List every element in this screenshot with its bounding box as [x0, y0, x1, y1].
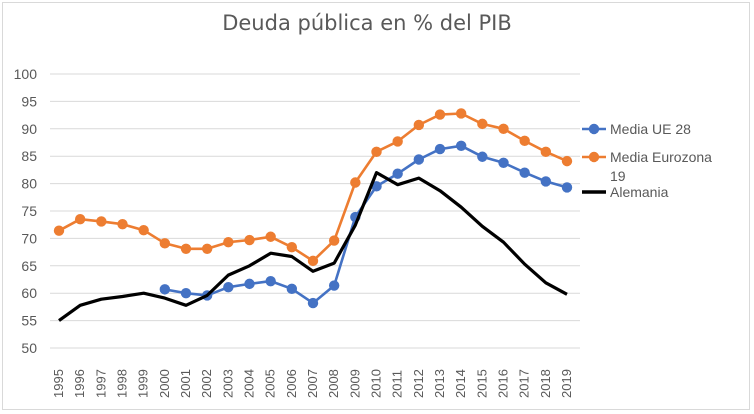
- x-tick-label: 2009: [347, 369, 362, 398]
- x-tick-label: 2005: [263, 369, 278, 398]
- y-tick-label: 85: [21, 148, 37, 164]
- series-3: [58, 171, 568, 322]
- x-tick-label: 2012: [411, 369, 426, 398]
- data-point: [180, 288, 192, 299]
- data-point: [519, 135, 530, 147]
- data-point: [74, 214, 86, 225]
- data-point: [455, 108, 467, 119]
- data-point: [286, 283, 298, 295]
- data-point: [138, 224, 149, 236]
- y-tick-label: 60: [21, 285, 37, 301]
- data-point: [223, 281, 234, 293]
- y-tick-label: 100: [14, 66, 38, 82]
- y-tick-label: 50: [21, 340, 37, 356]
- data-point: [540, 146, 552, 158]
- data-point: [286, 241, 298, 253]
- chart-frame: [2, 2, 750, 410]
- data-point: [455, 140, 467, 151]
- x-tick-label: 2015: [474, 369, 489, 398]
- data-point: [328, 235, 340, 246]
- data-point: [371, 181, 382, 192]
- data-point: [201, 243, 213, 255]
- series-1: [159, 140, 573, 309]
- x-tick-label: 2013: [432, 369, 447, 398]
- chart-title: Deuda pública en % del PIB: [222, 11, 512, 35]
- series-2: [53, 108, 573, 267]
- data-point: [477, 151, 488, 162]
- data-point: [561, 182, 573, 193]
- data-point: [477, 118, 488, 130]
- y-tick-label: 70: [21, 230, 37, 246]
- x-tick-label: 2016: [496, 369, 511, 398]
- x-tick-label: 1996: [72, 369, 87, 398]
- y-tick-label: 80: [21, 176, 37, 192]
- data-point: [434, 143, 446, 155]
- y-axis-ticks: 50 55 60 65 70 75 80 85 90 95 100: [14, 66, 38, 356]
- data-point: [392, 168, 403, 179]
- data-point: [159, 284, 171, 295]
- data-point: [498, 157, 509, 168]
- data-point: [244, 234, 255, 246]
- data-point: [159, 238, 171, 249]
- legend-entry-2: Media Eurozona 19: [582, 149, 712, 184]
- data-point: [307, 297, 319, 309]
- data-point: [392, 136, 403, 147]
- legend-swatch-marker: [588, 123, 600, 135]
- gridlines: [50, 73, 580, 349]
- legend-entry-3: Alemania: [582, 184, 669, 200]
- data-point: [413, 119, 425, 131]
- x-tick-label: 1995: [51, 369, 66, 398]
- x-tick-label: 2001: [178, 369, 193, 398]
- x-tick-label: 2007: [305, 369, 320, 398]
- data-point: [180, 243, 192, 255]
- data-point: [53, 225, 65, 236]
- legend-entry-1: Media UE 28: [582, 121, 691, 137]
- data-point: [413, 154, 425, 165]
- series-group: [53, 108, 573, 322]
- data-point: [96, 216, 107, 227]
- data-point: [223, 237, 234, 248]
- data-point: [498, 123, 509, 134]
- data-point: [307, 255, 319, 267]
- data-point: [117, 218, 128, 230]
- data-point: [265, 231, 276, 242]
- y-tick-label: 90: [21, 121, 37, 137]
- x-tick-label: 2004: [242, 369, 257, 398]
- x-tick-label: 2019: [559, 369, 574, 398]
- x-tick-label: 2006: [284, 369, 299, 398]
- x-axis-ticks: 1995 1996 1997 1998 1999 2000 2001 2002 2003 2004…: [51, 369, 574, 398]
- data-point: [265, 275, 276, 287]
- x-tick-label: 2010: [369, 369, 384, 398]
- x-tick-label: 1997: [93, 369, 108, 398]
- x-tick-label: 1999: [136, 369, 151, 398]
- x-tick-label: 2000: [157, 369, 172, 398]
- legend-swatch-marker: [588, 151, 600, 163]
- data-point: [244, 278, 255, 290]
- x-tick-label: 2014: [453, 369, 468, 398]
- x-tick-label: 2008: [326, 369, 341, 398]
- series-line: [58, 171, 568, 322]
- y-tick-label: 55: [21, 313, 37, 329]
- y-tick-label: 65: [21, 258, 37, 274]
- data-point: [371, 146, 382, 158]
- x-tick-label: 2017: [517, 369, 532, 398]
- data-point: [561, 155, 573, 167]
- data-point: [328, 280, 340, 291]
- x-tick-label: 2003: [220, 369, 235, 398]
- legend-label: Media Eurozona 19: [610, 149, 712, 184]
- data-point: [540, 176, 552, 187]
- data-point: [519, 167, 530, 178]
- x-tick-label: 2018: [538, 369, 553, 398]
- y-tick-label: 75: [21, 203, 37, 219]
- data-point: [434, 109, 446, 120]
- data-point: [350, 177, 361, 188]
- x-tick-label: 2002: [199, 369, 214, 398]
- legend-label: Media UE 28: [610, 121, 691, 137]
- legend-label: Alemania: [610, 184, 669, 200]
- y-tick-label: 95: [21, 93, 37, 109]
- x-tick-label: 2011: [390, 370, 405, 398]
- x-tick-label: 1998: [115, 369, 130, 398]
